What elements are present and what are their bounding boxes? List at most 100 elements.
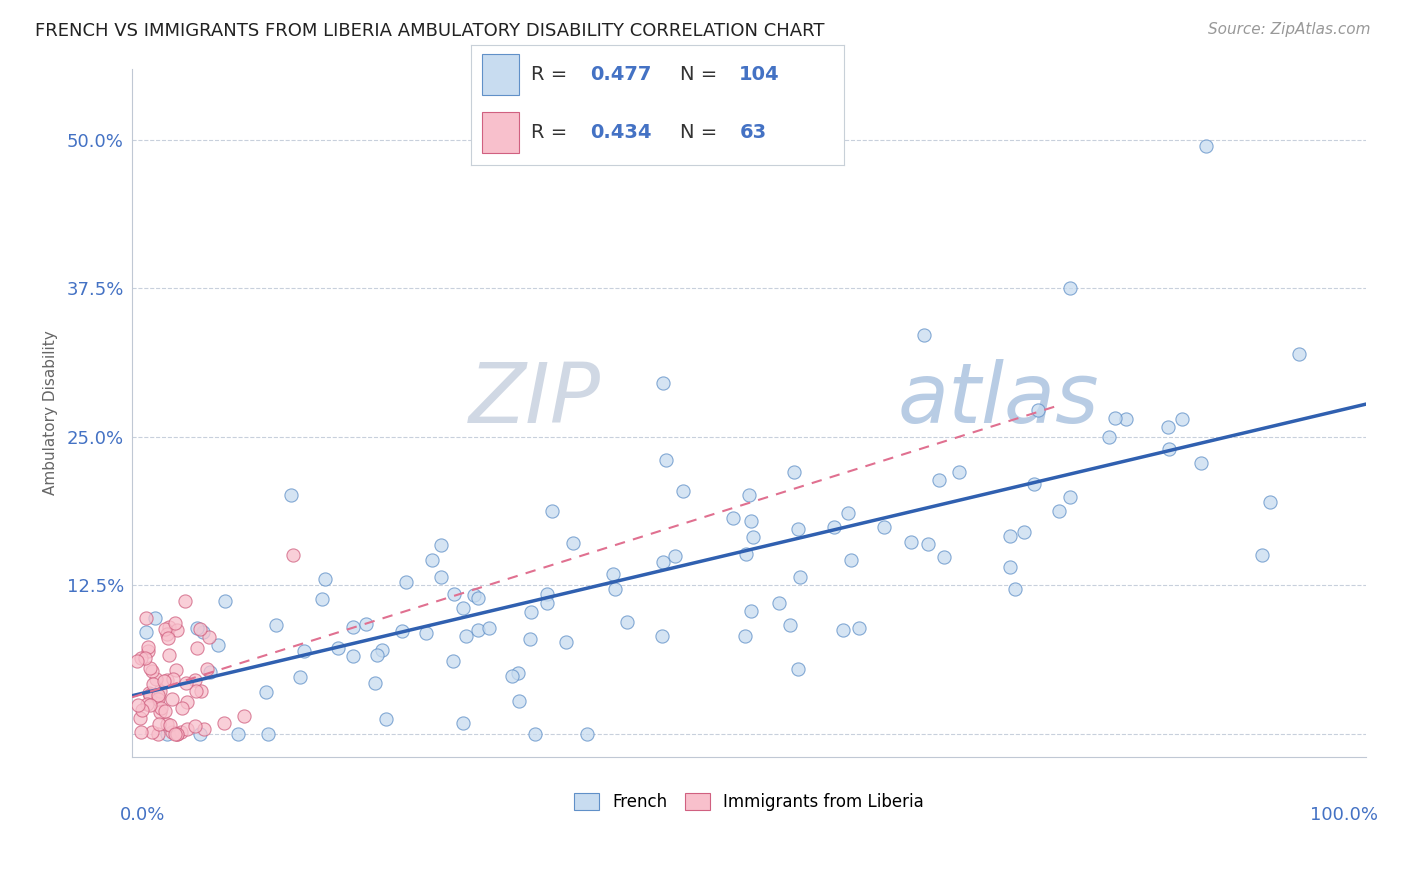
Point: [536, 586, 558, 600]
Text: R =: R =: [530, 65, 574, 84]
Point: [176, 696, 198, 710]
Point: [519, 605, 541, 619]
Point: [135, 697, 157, 711]
Point: [1004, 582, 1026, 597]
Point: [162, 672, 184, 686]
Point: [415, 626, 437, 640]
Point: [342, 649, 364, 664]
Point: [193, 722, 215, 736]
Point: [166, 726, 188, 740]
Point: [508, 694, 530, 708]
Point: [146, 690, 169, 704]
Point: [364, 675, 387, 690]
Point: [391, 624, 413, 638]
Text: N =: N =: [679, 123, 723, 142]
Point: [292, 644, 315, 658]
Point: [1059, 491, 1081, 505]
Point: [165, 664, 187, 678]
Point: [738, 488, 761, 502]
Point: [146, 692, 169, 706]
Point: [1000, 559, 1022, 574]
Point: [188, 622, 211, 636]
Point: [156, 627, 179, 641]
Point: [768, 596, 790, 610]
Point: [786, 662, 808, 676]
Point: [651, 629, 673, 643]
Point: [832, 623, 855, 637]
Point: [655, 452, 678, 467]
Point: [149, 705, 172, 719]
Point: [1104, 411, 1126, 425]
Point: [214, 594, 236, 608]
Point: [395, 574, 418, 589]
Point: [555, 635, 578, 649]
Point: [451, 601, 474, 615]
Point: [156, 673, 179, 688]
Text: atlas: atlas: [897, 359, 1099, 440]
Point: [145, 672, 167, 686]
Point: [138, 686, 160, 700]
Point: [191, 624, 214, 639]
Point: [166, 726, 188, 740]
Point: [371, 643, 394, 657]
Point: [183, 673, 205, 687]
Point: [735, 548, 758, 562]
Point: [1250, 548, 1272, 562]
Point: [165, 726, 187, 740]
Point: [170, 701, 193, 715]
Point: [131, 651, 153, 665]
Point: [451, 716, 474, 731]
Point: [998, 529, 1021, 543]
Point: [928, 474, 950, 488]
Point: [153, 704, 176, 718]
Point: [188, 726, 211, 740]
Point: [912, 328, 935, 343]
Point: [311, 592, 333, 607]
Point: [443, 587, 465, 601]
Text: 0.434: 0.434: [591, 123, 652, 142]
Point: [467, 623, 489, 637]
Point: [195, 662, 218, 676]
Point: [138, 644, 160, 658]
Text: N =: N =: [679, 65, 723, 84]
Point: [141, 664, 163, 678]
Point: [463, 588, 485, 602]
Point: [779, 618, 801, 632]
Point: [519, 632, 541, 646]
Point: [740, 514, 762, 528]
Point: [143, 611, 166, 625]
Point: [740, 604, 762, 618]
Point: [125, 654, 148, 668]
Point: [127, 698, 149, 712]
Point: [616, 615, 638, 630]
Point: [153, 622, 176, 636]
Point: [900, 535, 922, 549]
Point: [741, 530, 763, 544]
Text: 63: 63: [740, 123, 766, 142]
Point: [1014, 524, 1036, 539]
Point: [264, 617, 287, 632]
Point: [326, 641, 349, 656]
Point: [1024, 477, 1046, 491]
Point: [430, 570, 453, 584]
Point: [129, 724, 152, 739]
Point: [156, 726, 179, 740]
Point: [672, 483, 695, 498]
Point: [142, 677, 165, 691]
Point: [156, 716, 179, 731]
Point: [207, 639, 229, 653]
Point: [366, 648, 388, 662]
Point: [523, 726, 546, 740]
Point: [1194, 138, 1216, 153]
Point: [721, 511, 744, 525]
Point: [257, 726, 280, 740]
Text: 0.477: 0.477: [591, 65, 651, 84]
Point: [186, 621, 208, 635]
Point: [184, 684, 207, 698]
Point: [354, 617, 377, 632]
Point: [173, 594, 195, 608]
Point: [652, 555, 675, 569]
Point: [254, 685, 277, 699]
Point: [138, 661, 160, 675]
Bar: [482, 54, 519, 95]
